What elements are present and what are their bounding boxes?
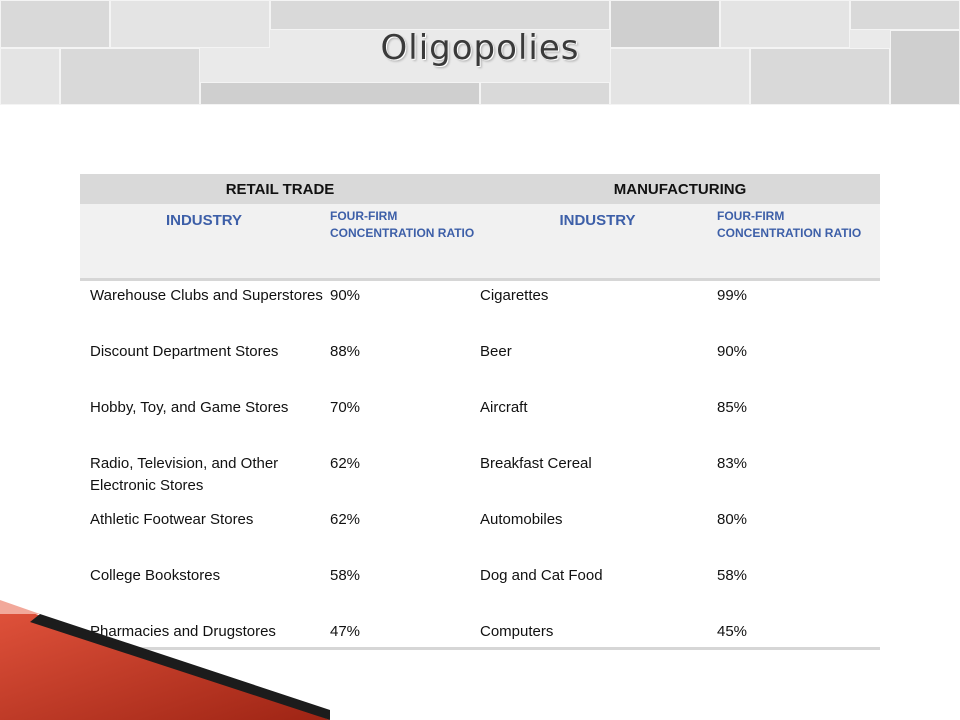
- header-tile: [0, 0, 110, 48]
- group-header-retail: RETAIL TRADE: [80, 174, 480, 204]
- header-tile: [720, 0, 850, 48]
- header-tile: [610, 48, 750, 105]
- manufacturing-ratio-cell: 83%: [717, 455, 748, 472]
- table-row: Athletic Footwear Stores 62% Automobiles…: [80, 505, 880, 561]
- manufacturing-industry-cell: Aircraft: [480, 399, 528, 416]
- black-stripe-shape: [30, 614, 330, 720]
- slide-title: Oligopolies: [380, 28, 580, 68]
- retail-industry-cell: Warehouse Clubs and Superstores: [90, 287, 323, 304]
- header-tile: [0, 48, 60, 105]
- retail-ratio-cell: 90%: [330, 287, 361, 304]
- header-tile: [200, 82, 480, 105]
- manufacturing-industry-cell: Beer: [480, 343, 512, 360]
- table-row: College Bookstores 58% Dog and Cat Food …: [80, 561, 880, 617]
- retail-ratio-cell: 58%: [330, 567, 361, 584]
- retail-ratio-cell: 62%: [330, 511, 361, 528]
- manufacturing-ratio-cell: 80%: [717, 511, 748, 528]
- retail-industry-cell: Hobby, Toy, and Game Stores: [90, 399, 289, 416]
- manufacturing-industry-cell: Breakfast Cereal: [480, 455, 592, 472]
- header-tile: [750, 48, 890, 105]
- retail-industry-cell: College Bookstores: [90, 567, 221, 584]
- table-row: Discount Department Stores 88% Beer 90%: [80, 337, 880, 393]
- manufacturing-ratio-cell: 85%: [717, 399, 748, 416]
- header-tile: [270, 0, 610, 30]
- header-tile-band: Oligopolies: [0, 0, 960, 105]
- retail-industry-cell: Radio, Television, and Other Electronic …: [90, 455, 279, 494]
- retail-ratio-cell: 62%: [330, 455, 361, 472]
- manufacturing-industry-cell: Computers: [480, 617, 715, 650]
- retail-ratio-cell: 47%: [328, 617, 480, 650]
- decorative-red-stripe: [0, 600, 330, 720]
- manufacturing-ratio-cell: 90%: [717, 343, 748, 360]
- retail-ratio-cell: 70%: [330, 399, 361, 416]
- column-header-industry: INDUSTRY: [80, 204, 328, 281]
- retail-industry-cell: Discount Department Stores: [90, 343, 279, 360]
- retail-ratio-cell: 88%: [330, 343, 361, 360]
- column-header-ratio: FOUR-FIRM CONCENTRATION RATIO: [328, 204, 480, 281]
- header-tile: [890, 30, 960, 105]
- header-tile: [60, 48, 200, 105]
- header-tile: [850, 0, 960, 30]
- group-header-row: RETAIL TRADE MANUFACTURING: [80, 174, 880, 204]
- header-tile: [110, 0, 270, 48]
- column-header-row: INDUSTRY FOUR-FIRM CONCENTRATION RATIO I…: [80, 204, 880, 281]
- manufacturing-industry-cell: Cigarettes: [480, 287, 549, 304]
- manufacturing-ratio-cell: 99%: [717, 287, 748, 304]
- manufacturing-industry-cell: Dog and Cat Food: [480, 567, 603, 584]
- table-row: Radio, Television, and Other Electronic …: [80, 449, 880, 505]
- table-row: Warehouse Clubs and Superstores 90% Ciga…: [80, 280, 880, 338]
- manufacturing-industry-cell: Automobiles: [480, 511, 563, 528]
- highlight-stripe-shape: [0, 600, 40, 614]
- column-header-ratio: FOUR-FIRM CONCENTRATION RATIO: [715, 204, 880, 281]
- manufacturing-ratio-cell: 58%: [717, 567, 748, 584]
- concentration-table: RETAIL TRADE MANUFACTURING INDUSTRY FOUR…: [80, 174, 880, 650]
- manufacturing-ratio-cell: 45%: [715, 617, 880, 650]
- group-header-manufacturing: MANUFACTURING: [480, 174, 880, 204]
- table-row: Hobby, Toy, and Game Stores 70% Aircraft…: [80, 393, 880, 449]
- header-tile: [480, 82, 610, 105]
- column-header-industry: INDUSTRY: [480, 204, 715, 281]
- header-tile: [610, 0, 720, 48]
- retail-industry-cell: Athletic Footwear Stores: [90, 511, 254, 528]
